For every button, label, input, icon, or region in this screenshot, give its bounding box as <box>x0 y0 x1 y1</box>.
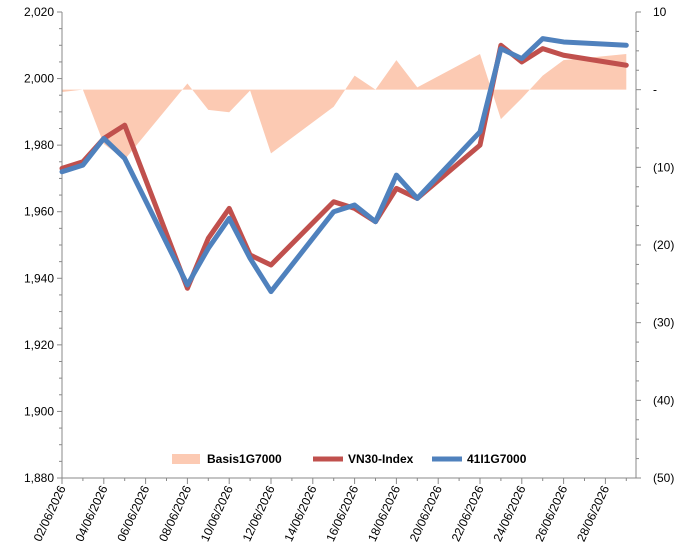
basis-area <box>62 53 627 160</box>
left-tick-label: 1,920 <box>24 338 54 352</box>
legend-swatch-area <box>172 454 200 464</box>
x-tick-label: 12/06/2026 <box>240 483 278 544</box>
x-tick-label: 04/06/2026 <box>72 483 110 544</box>
right-tick-label: (40) <box>653 393 674 407</box>
left-tick-label: 1,960 <box>24 205 54 219</box>
legend-label: 41I1G7000 <box>467 452 527 466</box>
x-tick-label: 26/06/2026 <box>532 483 570 544</box>
legend: Basis1G7000 VN30-Index 41I1G7000 <box>172 452 527 466</box>
legend-label: VN30-Index <box>348 452 414 466</box>
left-tick-label: 2,000 <box>24 72 54 86</box>
left-tick-label: 1,940 <box>24 271 54 285</box>
right-tick-label: (30) <box>653 316 674 330</box>
x-tick-label: 08/06/2026 <box>156 483 194 544</box>
basis-area-series <box>62 53 627 160</box>
x-tick-label: 16/06/2026 <box>323 483 361 544</box>
x-tick-label: 20/06/2026 <box>407 483 445 544</box>
x-tick-label: 14/06/2026 <box>281 483 319 544</box>
x-tick-label: 18/06/2026 <box>365 483 403 544</box>
left-tick-label: 1,980 <box>24 138 54 152</box>
x-tick-label: 06/06/2026 <box>114 483 152 544</box>
right-tick-label: (20) <box>653 238 674 252</box>
right-tick-label: (10) <box>653 160 674 174</box>
right-tick-label: (50) <box>653 471 674 485</box>
line-series <box>59 36 629 295</box>
right-tick-label: - <box>653 83 657 97</box>
left-tick-label: 2,020 <box>24 5 54 19</box>
right-tick-label: 10 <box>653 5 667 19</box>
left-tick-label: 1,880 <box>24 471 54 485</box>
x-tick-label: 28/06/2026 <box>574 483 612 544</box>
x-tick-label: 22/06/2026 <box>449 483 487 544</box>
legend-label: Basis1G7000 <box>207 452 282 466</box>
x-tick-label: 10/06/2026 <box>198 483 236 544</box>
x-tick-label: 02/06/2026 <box>31 483 69 544</box>
left-tick-label: 1,900 <box>24 404 54 418</box>
x-tick-label: 24/06/2026 <box>490 483 528 544</box>
series-line-41i1g7000 <box>59 36 629 295</box>
